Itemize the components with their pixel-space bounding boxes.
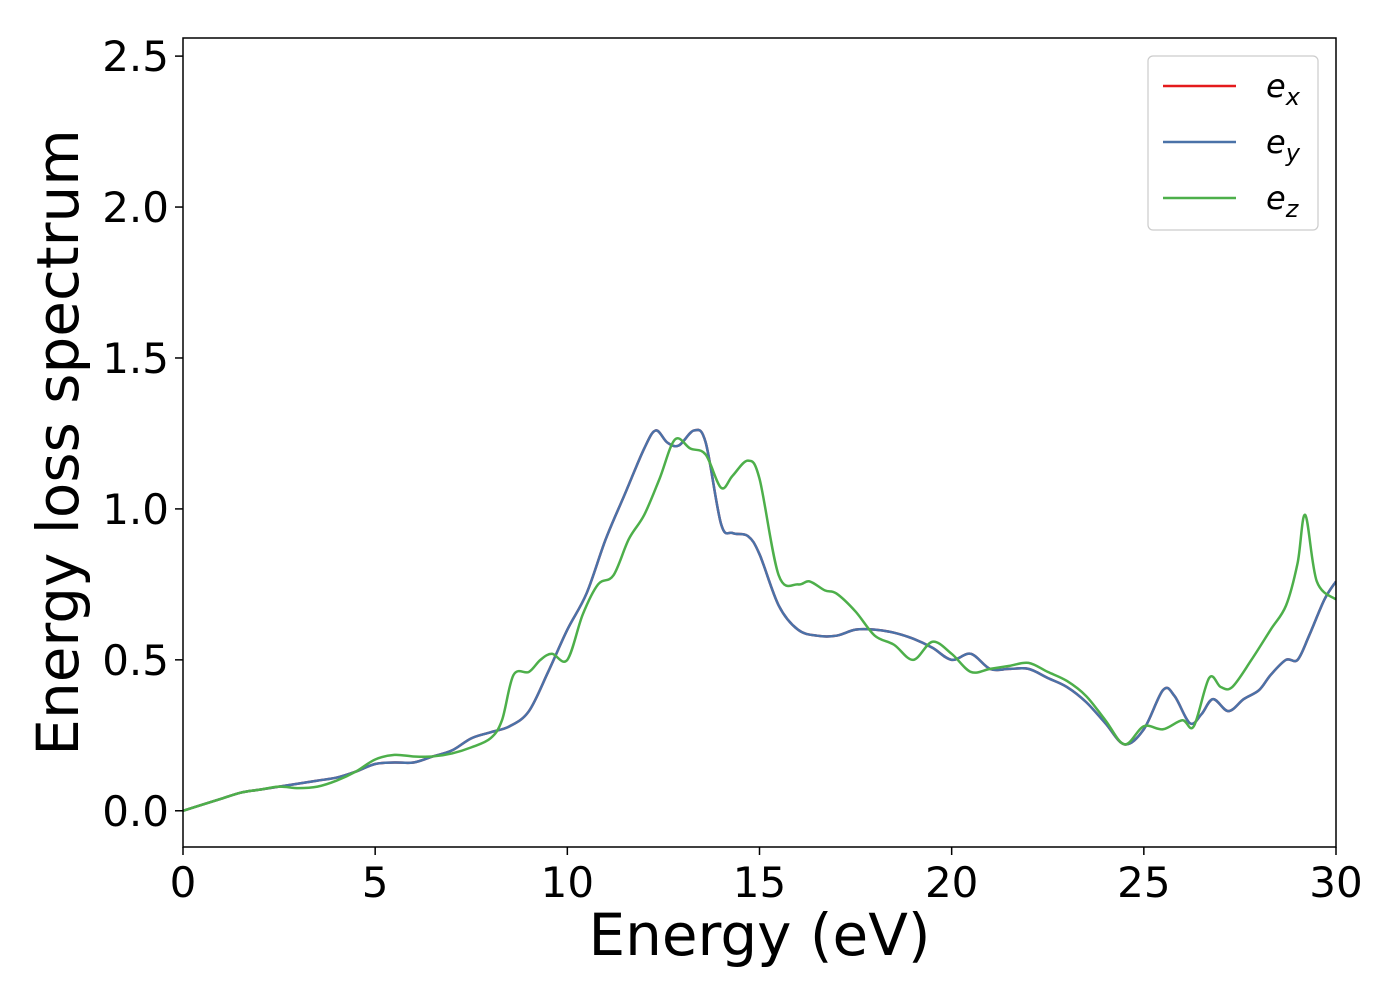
legend-label-x: ex <box>1266 67 1301 111</box>
x-tick-label: 25 <box>1117 858 1170 907</box>
y-tick-label: 2.5 <box>102 32 169 81</box>
x-axis-label: Energy (eV) <box>588 901 930 969</box>
series-line-x <box>183 428 1336 812</box>
x-tick-label: 0 <box>170 858 197 907</box>
series-line-y <box>183 428 1336 812</box>
legend-label-z: ez <box>1266 179 1300 223</box>
x-tick-label: 30 <box>1309 858 1362 907</box>
legend-label-sub: z <box>1285 195 1300 223</box>
series-line-z <box>183 437 1336 812</box>
y-axis: 0.0 0.5 1.0 1.5 2.0 2.5 <box>102 32 183 836</box>
x-axis: 0 5 10 15 20 25 30 <box>170 847 1363 907</box>
y-tick-label: 1.0 <box>102 485 169 534</box>
y-tick-label: 2.0 <box>102 183 169 232</box>
series-layer <box>183 428 1336 812</box>
x-tick-label: 5 <box>362 858 389 907</box>
legend-label-base: e <box>1266 67 1286 105</box>
legend-label-base: e <box>1266 123 1286 161</box>
y-tick-label: 1.5 <box>102 334 169 383</box>
legend-label-sub: y <box>1285 139 1301 167</box>
x-tick-label: 20 <box>925 858 978 907</box>
y-tick-label: 0.0 <box>102 787 169 836</box>
y-tick-label: 0.5 <box>102 636 169 685</box>
x-tick-label: 10 <box>541 858 594 907</box>
legend-label-y: ey <box>1266 123 1301 167</box>
x-tick-label: 15 <box>733 858 786 907</box>
y-axis-label: Energy loss spectrum <box>24 129 92 755</box>
legend-label-sub: x <box>1285 83 1301 111</box>
legend-label-base: e <box>1266 179 1286 217</box>
